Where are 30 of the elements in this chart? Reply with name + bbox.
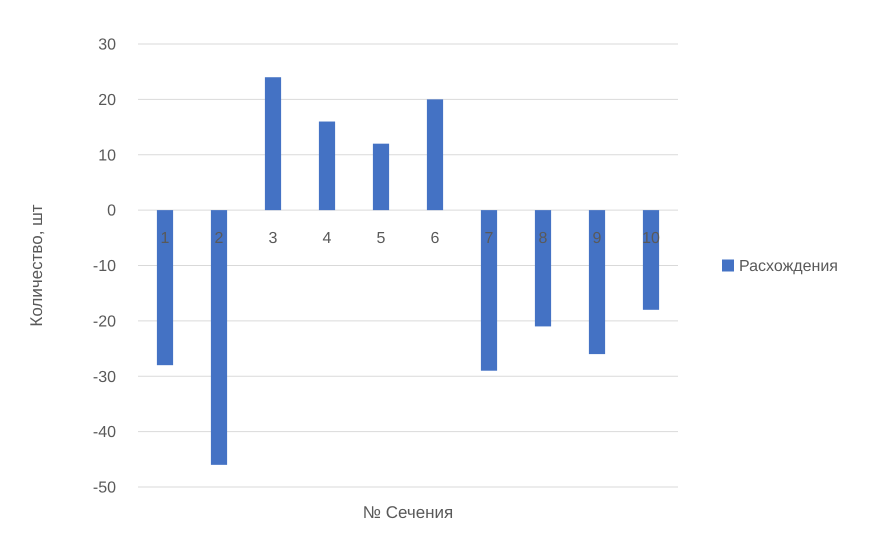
x-tick-label: 2	[214, 230, 224, 248]
x-axis-title: № Сечения	[362, 503, 454, 522]
x-tick-label: 8	[538, 230, 548, 248]
bar	[264, 77, 282, 210]
y-tick-label: 20	[98, 92, 116, 109]
bar	[534, 210, 552, 326]
bar	[426, 99, 444, 210]
bar	[480, 210, 498, 371]
y-tick-label: -50	[92, 480, 116, 497]
x-tick-label: 9	[592, 230, 602, 248]
x-tick-label: 4	[322, 230, 332, 248]
bar	[210, 210, 228, 465]
bar	[318, 122, 336, 210]
bar	[588, 210, 606, 354]
y-tick-label: 30	[98, 36, 116, 54]
x-tick-label: 5	[376, 230, 386, 248]
x-tick-label: 7	[484, 230, 494, 248]
y-axis-title: Количество, шт	[27, 204, 46, 327]
y-tick-label: 0	[107, 202, 116, 220]
bar	[156, 210, 174, 366]
legend-label: Расхождения	[739, 258, 838, 276]
bar	[372, 144, 390, 210]
x-tick-label: 3	[268, 230, 278, 248]
x-tick-label: 6	[430, 230, 440, 248]
y-tick-label: 10	[98, 147, 116, 164]
y-tick-label: -30	[92, 368, 116, 386]
y-tick-label: -20	[92, 313, 116, 330]
x-tick-label: 1	[160, 230, 170, 248]
y-tick-label: -40	[92, 424, 116, 442]
y-tick-label: -10	[92, 258, 116, 276]
